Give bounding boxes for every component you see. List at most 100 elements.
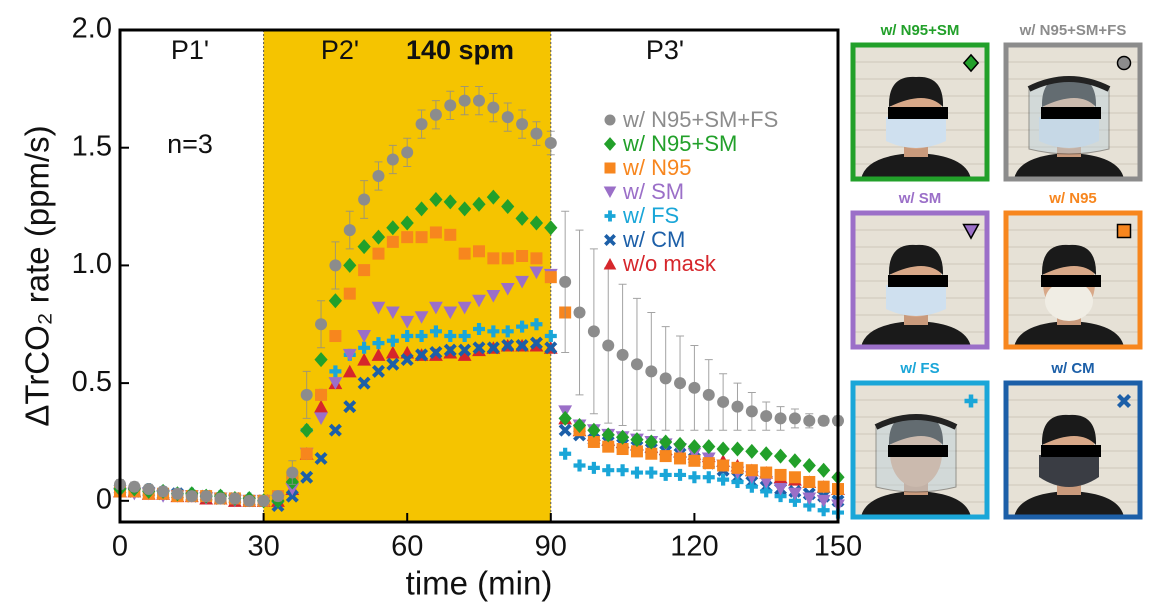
data-point <box>300 388 313 401</box>
data-point <box>228 492 241 505</box>
data-point <box>472 341 486 355</box>
mask <box>886 117 946 148</box>
data-point <box>314 400 328 413</box>
data-point <box>501 325 514 338</box>
legend-label: w/ CM <box>622 227 685 252</box>
data-point <box>716 441 730 457</box>
data-point <box>358 341 371 354</box>
photo <box>850 42 990 182</box>
data-point <box>745 464 758 477</box>
data-point <box>472 294 486 308</box>
data-point <box>788 471 801 484</box>
legend-label: w/ N95 <box>622 155 691 180</box>
data-point <box>243 494 256 507</box>
data-point <box>486 189 500 205</box>
data-point <box>530 127 543 140</box>
data-point <box>572 417 587 433</box>
annotation: n=3 <box>167 129 213 159</box>
data-point <box>530 318 543 331</box>
data-point <box>386 153 399 166</box>
data-point <box>515 338 529 352</box>
photo-border <box>1003 380 1143 520</box>
plot-frame <box>118 28 840 524</box>
data-point <box>415 330 428 343</box>
data-point <box>659 468 672 481</box>
annotation: P1' <box>171 35 209 65</box>
photo <box>850 380 990 520</box>
data-point <box>429 301 443 315</box>
data-point <box>500 282 515 296</box>
legend-marker <box>603 137 617 151</box>
data-point <box>630 432 644 448</box>
x-axis-title: time (min) <box>406 565 553 602</box>
data-point <box>573 306 586 319</box>
data-point <box>802 458 816 474</box>
eye-bar <box>888 445 948 457</box>
eye-bar <box>1041 275 1101 287</box>
panel-label: w/ N95+SM+FS <box>1019 22 1127 39</box>
panel-marker <box>1116 223 1132 239</box>
photo-border <box>850 210 990 350</box>
data-point <box>400 215 414 231</box>
data-point <box>457 348 472 361</box>
data-point <box>717 395 730 408</box>
data-point <box>773 448 788 464</box>
data-point <box>443 194 457 210</box>
data-point <box>343 257 357 273</box>
data-point <box>717 459 730 472</box>
data-point <box>328 293 342 309</box>
data-point <box>788 487 802 501</box>
data-point <box>659 372 672 385</box>
data-point <box>486 341 500 355</box>
data-point <box>630 445 643 458</box>
data-point <box>401 146 414 159</box>
mask <box>1045 281 1093 321</box>
data-point <box>802 492 817 506</box>
data-point <box>300 422 314 438</box>
data-point <box>558 410 572 426</box>
panel-marker <box>962 53 980 73</box>
data-point <box>401 231 414 244</box>
hair <box>888 76 944 107</box>
data-point <box>544 341 558 355</box>
data-point <box>544 136 557 149</box>
data-point <box>458 201 472 217</box>
data-point <box>759 475 774 489</box>
data-point <box>803 475 816 488</box>
x-tick-label: 90 <box>535 531 567 563</box>
legend-marker <box>604 162 616 174</box>
data-point <box>300 447 313 460</box>
hair <box>1041 244 1097 275</box>
x-tick-label: 30 <box>247 531 279 563</box>
data-point <box>602 339 615 352</box>
data-point <box>645 447 658 460</box>
panel-label: w/ SM <box>898 190 942 207</box>
legend-label: w/ N95+SM+FS <box>622 107 778 132</box>
shirt <box>861 491 971 517</box>
data-point <box>444 99 457 112</box>
data-point <box>372 169 385 182</box>
data-point <box>644 434 658 450</box>
data-point <box>342 364 357 378</box>
legend-label: w/ FS <box>622 203 679 228</box>
data-point <box>616 443 629 456</box>
data-point <box>414 311 429 324</box>
photo-border <box>1003 42 1143 182</box>
data-point <box>357 352 372 366</box>
data-point <box>472 196 486 212</box>
data-point <box>487 325 500 338</box>
data-point <box>674 452 687 465</box>
data-point <box>773 483 788 496</box>
shield-band <box>1027 76 1111 92</box>
data-point <box>414 201 429 217</box>
data-point <box>343 224 356 237</box>
data-point <box>516 118 529 131</box>
photo <box>1003 380 1143 520</box>
data-point <box>702 471 715 484</box>
data-point <box>444 330 457 343</box>
data-point <box>759 446 773 462</box>
data-point <box>587 461 600 474</box>
data-point <box>630 358 643 371</box>
data-point <box>774 412 787 425</box>
data-point <box>429 108 442 121</box>
